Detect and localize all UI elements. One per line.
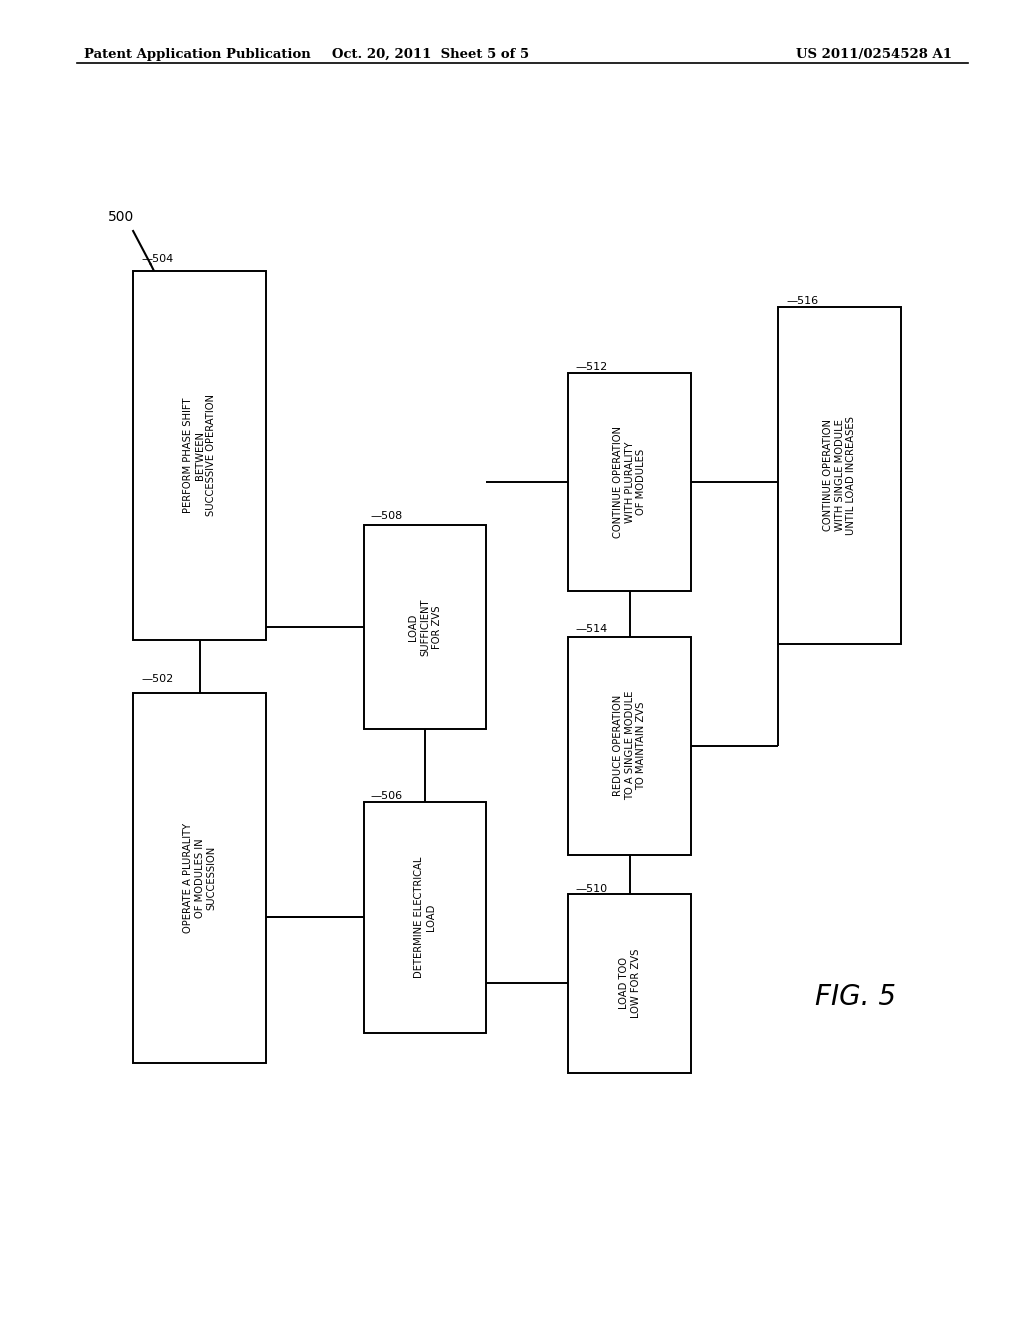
Text: —504: —504	[141, 253, 173, 264]
Text: REDUCE OPERATION
TO A SINGLE MODULE
TO MAINTAIN ZVS: REDUCE OPERATION TO A SINGLE MODULE TO M…	[613, 692, 646, 800]
Text: LOAD
SUFFICIENT
FOR ZVS: LOAD SUFFICIENT FOR ZVS	[409, 598, 441, 656]
Text: —514: —514	[575, 623, 607, 634]
Text: —512: —512	[575, 362, 607, 372]
Bar	[568, 895, 691, 1072]
Text: —510: —510	[575, 883, 607, 894]
Text: 500: 500	[108, 210, 134, 224]
Bar	[364, 524, 486, 729]
Text: PERFORM PHASE SHIFT
BETWEEN
SUCCESSIVE OPERATION: PERFORM PHASE SHIFT BETWEEN SUCCESSIVE O…	[183, 395, 216, 516]
Bar	[568, 372, 691, 591]
Text: —502: —502	[141, 673, 173, 684]
Text: CONTINUE OPERATION
WITH PLURALITY
OF MODULES: CONTINUE OPERATION WITH PLURALITY OF MOD…	[613, 426, 646, 537]
Text: US 2011/0254528 A1: US 2011/0254528 A1	[797, 48, 952, 61]
Text: DETERMINE ELECTRICAL
LOAD: DETERMINE ELECTRICAL LOAD	[414, 857, 436, 978]
Bar	[568, 638, 691, 855]
Bar	[778, 308, 901, 644]
Bar	[364, 803, 486, 1032]
Text: CONTINUE OPERATION
WITH SINGLE MODULE
UNTIL LOAD INCREASES: CONTINUE OPERATION WITH SINGLE MODULE UN…	[823, 416, 856, 535]
Text: OPERATE A PLURALITY
OF MODULES IN
SUCCESSION: OPERATE A PLURALITY OF MODULES IN SUCCES…	[183, 822, 216, 933]
Text: LOAD TOO
LOW FOR ZVS: LOAD TOO LOW FOR ZVS	[618, 949, 641, 1018]
Text: —508: —508	[371, 511, 402, 521]
Text: —516: —516	[786, 296, 818, 306]
Text: Oct. 20, 2011  Sheet 5 of 5: Oct. 20, 2011 Sheet 5 of 5	[332, 48, 528, 61]
Bar	[133, 271, 266, 640]
Text: FIG. 5: FIG. 5	[814, 982, 896, 1011]
Bar	[133, 693, 266, 1063]
Text: Patent Application Publication: Patent Application Publication	[84, 48, 310, 61]
Text: —506: —506	[371, 791, 402, 801]
